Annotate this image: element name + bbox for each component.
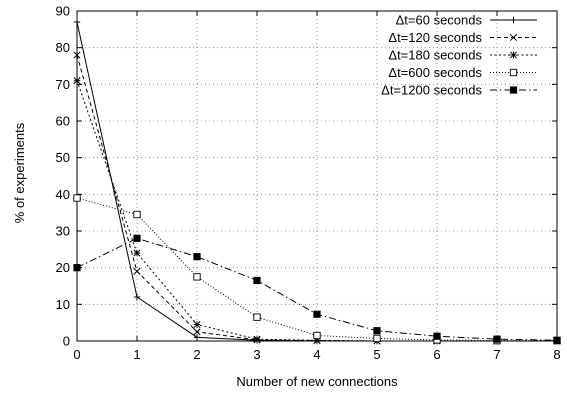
y-tick-label: 50 [56,150,70,165]
y-tick-label: 90 [56,4,70,19]
marker-filled-square [433,332,441,340]
x-tick-label: 6 [433,347,440,362]
legend-label: Δt=600 seconds [388,65,482,80]
data-point [553,336,561,344]
legend-entry: Δt=600 seconds [388,65,537,80]
data-point [133,267,141,275]
data-point [73,77,81,85]
y-tick-label: 20 [56,260,70,275]
series-5 [73,234,561,344]
x-axis-title: Number of new connections [236,374,398,389]
axis-ticks: 0 10 20 30 40 50 60 70 80 90 0 1 2 3 4 5 6 7 8 [56,4,561,363]
x-tick-label: 1 [133,347,140,362]
marker-filled-square [253,276,261,285]
data-point [73,264,81,272]
marker-open-square [313,331,321,340]
marker-open-square [73,194,81,202]
data-point [133,210,141,219]
y-tick-label: 80 [56,40,70,55]
x-tick-label: 3 [253,347,260,362]
y-tick-label: 40 [56,187,70,202]
legend-label: Δt=60 seconds [396,13,483,28]
x-tick-label: 7 [493,347,500,362]
grid [77,11,557,341]
marker-open-square [373,334,381,343]
data-point [313,331,321,340]
data-point [133,293,141,301]
data-point [433,332,441,340]
data-point [73,18,81,26]
x-tick-label: 5 [373,347,380,362]
y-tick-label: 30 [56,224,70,239]
y-tick-label: 60 [56,114,70,129]
legend-entry: Δt=120 seconds [388,30,537,45]
marker-filled-square [133,234,141,242]
data-point [313,310,321,318]
marker-filled-square [493,335,501,343]
series-4 [73,194,561,345]
legend: Δt=60 seconds Δt=120 seconds Δt=180 second… [381,13,537,98]
legend-label: Δt=1200 seconds [381,83,482,98]
x-tick-label: 4 [313,347,320,362]
y-tick-label: 70 [56,77,70,92]
data-point [193,253,201,261]
x-tick-label: 0 [73,347,80,362]
marker-cross-b [509,33,518,42]
data-point [193,273,201,281]
marker-cross-b [133,267,141,275]
data-point [253,313,261,321]
data-point [493,335,501,343]
legend-marker [510,16,517,24]
legend-marker [509,33,518,42]
marker-filled-square [313,310,321,318]
marker-filled-square [553,336,561,344]
data-point [133,234,141,242]
series-line [76,237,558,341]
marker-open-square [253,313,261,321]
data-point [73,194,81,202]
marker-cross-b [193,328,201,336]
data-point [373,334,381,343]
x-tick-label: 2 [193,347,200,362]
data-point [373,327,381,335]
marker-filled-square [373,327,381,335]
data-point [133,249,141,257]
data-point [193,320,201,329]
legend-marker [509,68,518,77]
marker-filled-square [73,264,81,272]
data-point [253,276,261,285]
marker-filled-square [509,86,518,94]
marker-open-square [509,68,518,77]
y-tick-label: 10 [56,297,70,312]
legend-marker [509,51,518,59]
x-tick-label: 8 [553,347,560,362]
marker-open-square [193,273,201,281]
data-point [253,335,261,343]
data-point [73,51,81,59]
marker-filled-square [193,253,201,261]
y-axis-title: % of experiments [12,122,27,223]
legend-entry: Δt=180 seconds [388,48,537,63]
data-point [193,334,201,341]
series-line [76,21,557,342]
legend-marker [509,86,518,94]
y-tick-label: 0 [63,334,70,349]
series-line [76,54,557,342]
legend-label: Δt=180 seconds [388,48,482,63]
data-point [193,328,201,336]
legend-entry: Δt=60 seconds [396,13,537,28]
legend-label: Δt=120 seconds [388,30,482,45]
marker-open-square [133,210,141,219]
legend-entry: Δt=1200 seconds [381,83,537,98]
series-layer [73,18,561,345]
marker-cross-b [73,51,81,59]
